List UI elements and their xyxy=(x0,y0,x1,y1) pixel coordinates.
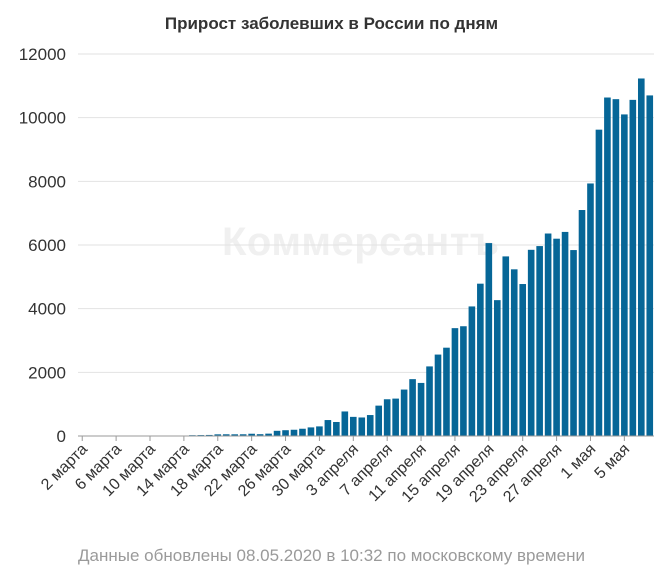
bar xyxy=(375,405,383,436)
bar xyxy=(231,434,239,436)
y-tick-labels: 0 2000 4000 6000 8000 10000 12000 xyxy=(19,45,66,446)
bar xyxy=(536,246,543,436)
bar xyxy=(451,328,459,436)
x-tick-label: 5 мая xyxy=(592,441,634,483)
bar xyxy=(434,354,442,436)
bar xyxy=(214,434,222,436)
bar xyxy=(392,398,399,436)
bar xyxy=(358,417,366,436)
bar xyxy=(222,434,230,436)
bar xyxy=(239,434,247,436)
bar xyxy=(333,421,340,436)
bar xyxy=(604,97,611,437)
y-tick-label: 6000 xyxy=(28,236,66,255)
bar xyxy=(417,382,425,436)
bar xyxy=(400,389,408,436)
bar xyxy=(324,420,332,436)
bar xyxy=(527,249,535,436)
bar xyxy=(443,347,450,436)
y-tick-label: 12000 xyxy=(19,45,66,64)
x-tick-label: 1 мая xyxy=(558,441,600,483)
bar xyxy=(341,411,349,436)
bar xyxy=(477,283,484,436)
bar xyxy=(265,433,272,436)
bar xyxy=(282,430,289,436)
y-tick-label: 10000 xyxy=(19,109,66,128)
bar xyxy=(637,78,645,436)
bar xyxy=(510,269,518,436)
axes xyxy=(78,435,654,441)
bar xyxy=(629,99,637,437)
bar xyxy=(248,433,255,436)
bar xyxy=(570,250,577,436)
bar xyxy=(349,416,357,436)
bar xyxy=(646,95,654,437)
y-tick-label: 8000 xyxy=(28,172,66,191)
bar xyxy=(595,129,603,437)
bar xyxy=(366,415,374,436)
bar xyxy=(468,306,476,436)
watermark-logo: Коммерсантъ xyxy=(222,220,500,264)
bar xyxy=(460,326,467,436)
bar xyxy=(561,231,569,436)
bar xyxy=(519,284,527,436)
chart-title: Прирост заболевших в России по дням xyxy=(164,14,499,33)
bar xyxy=(290,429,298,436)
bar xyxy=(553,238,560,436)
bar xyxy=(409,379,416,436)
y-tick-label: 0 xyxy=(57,427,66,446)
bar xyxy=(544,233,552,436)
bar xyxy=(578,210,586,436)
bar xyxy=(256,434,264,436)
bar xyxy=(621,114,628,437)
bar xyxy=(205,434,213,436)
bar xyxy=(316,426,323,436)
bars xyxy=(78,78,654,437)
bar xyxy=(587,183,594,436)
bar xyxy=(493,300,501,436)
update-note: Данные обновлены 08.05.2020 в 10:32 по м… xyxy=(78,546,585,565)
bar xyxy=(485,243,493,436)
bar xyxy=(502,256,510,436)
bar xyxy=(612,99,620,437)
bar xyxy=(426,366,433,436)
bar xyxy=(383,399,391,436)
bar xyxy=(299,428,306,436)
y-tick-label: 2000 xyxy=(28,363,66,382)
bar xyxy=(273,430,281,436)
bar xyxy=(307,427,315,436)
y-tick-label: 4000 xyxy=(28,300,66,319)
